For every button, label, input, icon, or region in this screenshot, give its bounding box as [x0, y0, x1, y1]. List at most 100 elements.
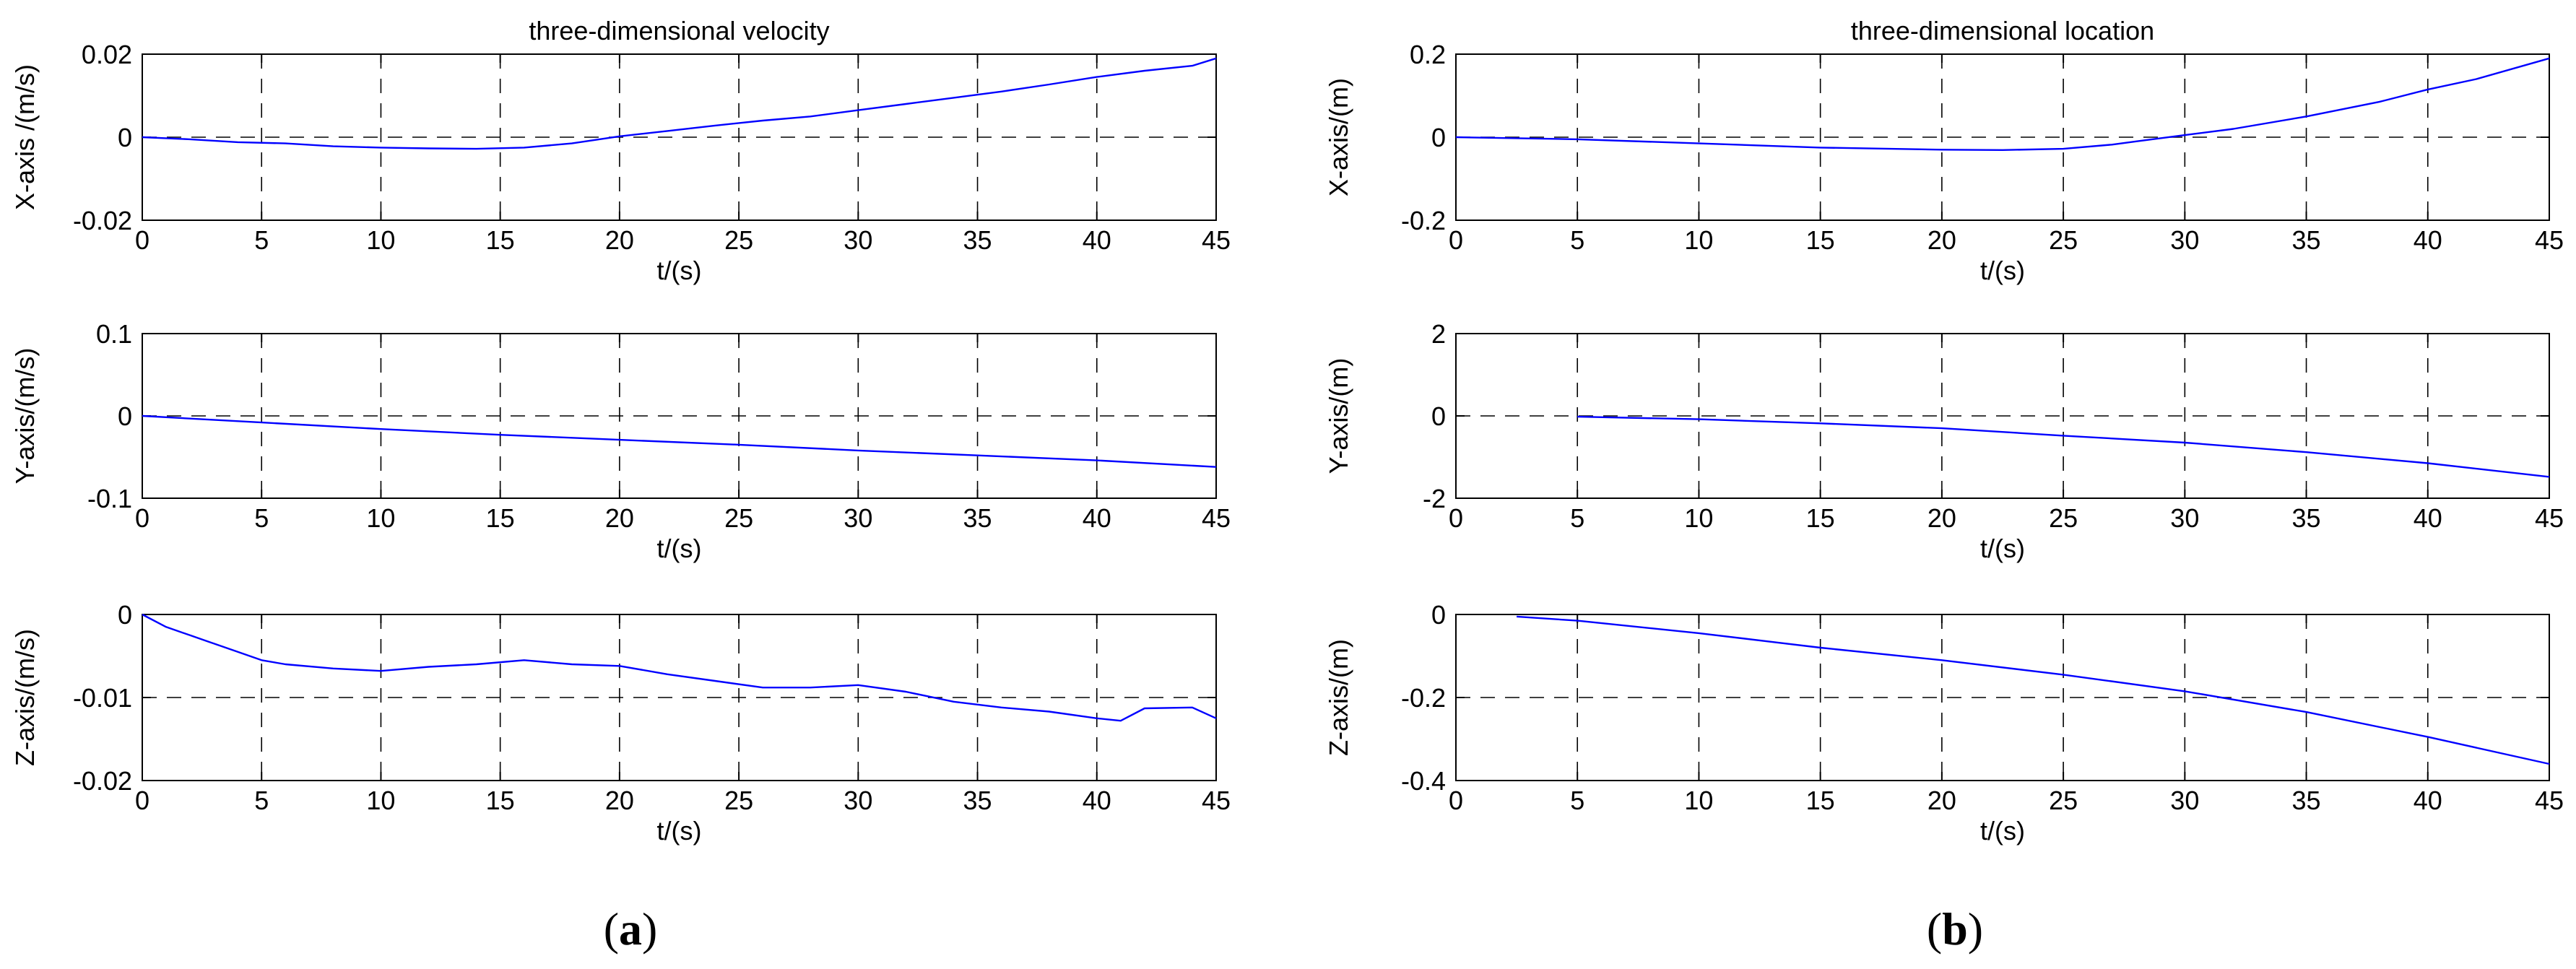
x-tick-label: 35 [2292, 225, 2321, 255]
x-tick-label: 5 [254, 225, 269, 255]
x-tick-label: 40 [2414, 503, 2442, 533]
y-tick-label: -0.02 [73, 766, 132, 796]
chart-title: three-dimensional location [1851, 16, 2154, 45]
y-tick-label: 0 [1431, 401, 1446, 431]
y-tick-label: 0 [1431, 123, 1446, 152]
x-tick-label: 30 [2170, 225, 2199, 255]
y-axis-label: Y-axis/(m/s) [10, 348, 40, 484]
x-tick-label: 20 [605, 786, 634, 815]
chart-title: three-dimensional velocity [529, 16, 829, 45]
x-tick-label: 35 [963, 786, 992, 815]
x-tick-label: 35 [2292, 786, 2321, 815]
x-tick-label: 10 [1684, 786, 1713, 815]
y-tick-label: -0.1 [87, 484, 132, 513]
series-line [142, 613, 1217, 722]
x-tick-label: 40 [1083, 225, 1111, 255]
y-axis-label: Y-axis/(m) [1324, 358, 1353, 474]
x-tick-label: 30 [2170, 786, 2199, 815]
x-tick-label: 20 [605, 225, 634, 255]
y-tick-label: 0.02 [82, 40, 132, 69]
x-tick-label: 10 [1684, 503, 1713, 533]
x-axis-label: t/(s) [1980, 534, 2025, 563]
y-tick-label: 0 [1431, 600, 1446, 630]
x-tick-label: 20 [1927, 786, 1956, 815]
x-tick-label: 20 [1927, 225, 1956, 255]
y-tick-label: 0.1 [96, 319, 132, 349]
y-tick-label: 0 [118, 600, 132, 630]
series-line [142, 57, 1217, 150]
x-tick-label: 5 [254, 503, 269, 533]
x-tick-label: 30 [844, 786, 872, 815]
series-line [1455, 57, 2550, 152]
x-tick-label: 15 [1806, 786, 1835, 815]
x-tick-label: 35 [2292, 503, 2321, 533]
x-tick-label: 40 [2414, 786, 2442, 815]
x-tick-label: 5 [1570, 786, 1584, 815]
y-tick-label: -0.4 [1401, 766, 1446, 796]
x-axis-label: t/(s) [1980, 816, 2025, 846]
y-tick-label: 0 [118, 123, 132, 152]
chart-2: 0 5 10 15 20 25 30 35 40 45-0.100.1t/(s)Y-axis/(m… [10, 319, 1231, 563]
chart-6: 0 5 10 15 20 25 30 35 40 45 -0.4 -0.2 0 t/(s) Z-axis/(… [1324, 600, 2564, 846]
x-tick-label: 5 [1570, 503, 1584, 533]
y-tick-label: 2 [1431, 319, 1446, 349]
x-tick-label: 10 [366, 503, 395, 533]
x-tick-label: 0 [135, 786, 149, 815]
y-axis-label: Z-axis/(m/s) [10, 629, 40, 766]
series-line [1517, 615, 2550, 765]
x-tick-label: 45 [1202, 225, 1231, 255]
x-tick-label: 0 [1449, 225, 1463, 255]
x-tick-label: 35 [963, 225, 992, 255]
y-tick-label: 0.2 [1410, 40, 1446, 69]
series-line [142, 414, 1217, 468]
x-tick-label: 15 [486, 225, 515, 255]
x-tick-label: 10 [366, 225, 395, 255]
x-tick-label: 45 [1202, 503, 1231, 533]
x-tick-label: 40 [1083, 786, 1111, 815]
x-tick-label: 0 [135, 503, 149, 533]
x-tick-label: 20 [605, 503, 634, 533]
x-tick-label: 45 [1202, 786, 1231, 815]
y-tick-label: -0.2 [1401, 206, 1446, 235]
x-tick-label: 15 [1806, 225, 1835, 255]
x-tick-label: 25 [724, 786, 753, 815]
x-axis-label: t/(s) [657, 256, 702, 285]
x-tick-label: 5 [1570, 225, 1584, 255]
x-tick-label: 30 [844, 503, 872, 533]
chart-4: 0 5 10 15 20 25 30 35 40 45-0.200.2t/(s)X-axis/(m… [1324, 16, 2564, 285]
x-tick-label: 20 [1927, 503, 1956, 533]
x-tick-label: 0 [1449, 786, 1463, 815]
x-tick-label: 0 [135, 225, 149, 255]
x-tick-label: 5 [254, 786, 269, 815]
x-tick-label: 25 [2049, 225, 2078, 255]
x-axis-label: t/(s) [1980, 256, 2025, 285]
x-tick-label: 10 [366, 786, 395, 815]
y-tick-label: -2 [1423, 484, 1446, 513]
x-tick-label: 45 [2535, 786, 2564, 815]
chart-3: 0 5 10 15 20 25 30 35 40 45 -0.02 -0.01 0 t/(s) Z-axis… [10, 600, 1231, 846]
x-tick-label: 25 [2049, 503, 2078, 533]
x-tick-label: 10 [1684, 225, 1713, 255]
x-axis-label: t/(s) [657, 534, 702, 563]
x-tick-label: 25 [724, 225, 753, 255]
x-tick-label: 0 [1449, 503, 1463, 533]
x-tick-label: 40 [2414, 225, 2442, 255]
x-tick-label: 25 [2049, 786, 2078, 815]
x-tick-label: 45 [2535, 503, 2564, 533]
x-tick-label: 30 [844, 225, 872, 255]
y-tick-label: -0.01 [73, 683, 132, 713]
y-tick-label: -0.02 [73, 206, 132, 235]
x-tick-label: 45 [2535, 225, 2564, 255]
x-tick-label: 40 [1083, 503, 1111, 533]
x-tick-label: 15 [486, 786, 515, 815]
y-tick-label: -0.2 [1401, 683, 1446, 713]
chart-1: 0 5 10 15 20 25 30 35 40 45-0.0200.02t/(s)X-axis … [10, 16, 1231, 285]
x-tick-label: 35 [963, 503, 992, 533]
y-tick-label: 0 [118, 401, 132, 431]
x-tick-label: 15 [486, 503, 515, 533]
x-tick-label: 25 [724, 503, 753, 533]
panel-label-b: (b) [1927, 903, 1983, 955]
panel-label-a: (a) [604, 903, 658, 955]
